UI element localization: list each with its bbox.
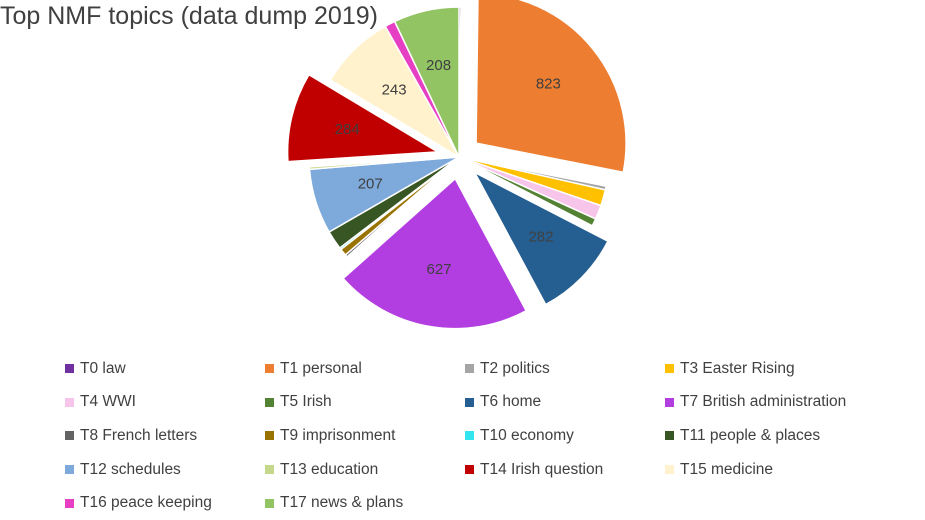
legend-label: T1 personal [280,359,362,377]
legend-swatch [465,397,474,407]
data-label-t17-news-and-plans: 208 [426,57,451,74]
legend-label: T8 French letters [80,426,198,444]
legend-swatch [665,397,674,407]
legend-label: T2 politics [480,359,550,377]
legend-row: T0 law T1 personal T2 politics T3 Easter Ri… [65,352,905,386]
legend-swatch [665,465,674,475]
legend: T0 law T1 personal T2 politics T3 Easter Ri… [65,352,905,520]
legend-label: T6 home [480,393,542,411]
data-label-t7-british-administration: 627 [426,261,451,278]
legend-swatch [665,364,674,374]
legend-label: T0 law [80,359,126,377]
legend-item-t9-imprisonment: T9 imprisonment [265,427,465,445]
legend-row: T4 WWI T5 Irish T6 home T7 British administ… [65,386,905,420]
legend-label: T11 people & places [680,426,821,444]
legend-swatch [65,465,74,475]
legend-row: T12 schedules T13 education T14 Irish ques… [65,453,905,487]
legend-item-t10-economy: T10 economy [465,427,665,445]
data-label-t15-medicine: 243 [382,81,407,98]
legend-item-t8-french-letters: T8 French letters [65,427,265,445]
legend-label: T3 Easter Rising [680,359,795,377]
legend-item-t15-medicine: T15 medicine [665,461,865,479]
data-label-t14-irish-question: 284 [335,121,360,138]
legend-item-t6-home: T6 home [465,393,665,411]
pie-chart: 823 282 627 207 284 243 208 [286,0,627,330]
legend-swatch [65,431,74,441]
legend-swatch [265,465,274,475]
legend-label: T16 peace keeping [80,494,212,512]
legend-item-t17-news-and-plans: T17 news & plans [265,494,465,512]
legend-item-t5-irish: T5 Irish [265,393,465,411]
legend-label: T15 medicine [680,460,774,478]
legend-item-t4-wwi: T4 WWI [65,393,265,411]
legend-label: T13 education [280,460,379,478]
legend-swatch [465,431,474,441]
legend-item-t7-british-administration: T7 British administration [665,393,865,411]
legend-swatch [65,498,74,508]
legend-swatch [265,431,274,441]
legend-label: T7 British administration [680,393,847,411]
legend-item-t12-schedules: T12 schedules [65,461,265,479]
legend-swatch [265,397,274,407]
legend-label: T10 economy [480,426,574,444]
legend-label: T17 news & plans [280,494,404,512]
pie-slice-t13-education [308,156,460,171]
legend-swatch [65,364,74,374]
pie-slice-t14-irish-question [286,73,441,163]
pie-slice-t17-news-and-plans [393,6,460,158]
legend-label: T12 schedules [80,460,181,478]
legend-swatch [265,364,274,374]
legend-swatch [65,397,74,407]
pie-slice-t7-british-administration [342,177,528,330]
data-label-t1-personal: 823 [536,76,561,93]
pie-slice-t6-home [472,170,609,306]
legend-label: T4 WWI [80,393,136,411]
legend-item-t16-peace-keeping: T16 peace keeping [65,494,265,512]
legend-row: T8 French letters T9 imprisonment T10 econ… [65,419,905,453]
legend-swatch [665,431,674,441]
legend-item-t0-law: T0 law [65,360,265,378]
legend-item-t1-personal: T1 personal [265,360,465,378]
legend-item-t11-people-and-places: T11 people & places [665,427,865,445]
legend-item-t14-irish-question: T14 Irish question [465,461,665,479]
legend-row: T16 peace keeping T17 news & plans [65,486,905,520]
data-label-t6-home: 282 [528,229,553,246]
legend-swatch [465,465,474,475]
legend-label: T9 imprisonment [280,426,396,444]
legend-item-t2-politics: T2 politics [465,360,665,378]
legend-item-t13-education: T13 education [265,461,465,479]
pie-slice-t5-irish [458,156,597,227]
legend-label: T5 Irish [280,393,332,411]
legend-label: T14 Irish question [480,460,604,478]
data-label-t12-schedules: 207 [358,176,383,193]
legend-swatch [465,364,474,374]
legend-swatch [265,498,274,508]
pie-slice-t1-personal [475,0,627,174]
chart-title: Top NMF topics (data dump 2019) [0,2,378,30]
legend-item-t3-easter-rising: T3 Easter Rising [665,360,865,378]
